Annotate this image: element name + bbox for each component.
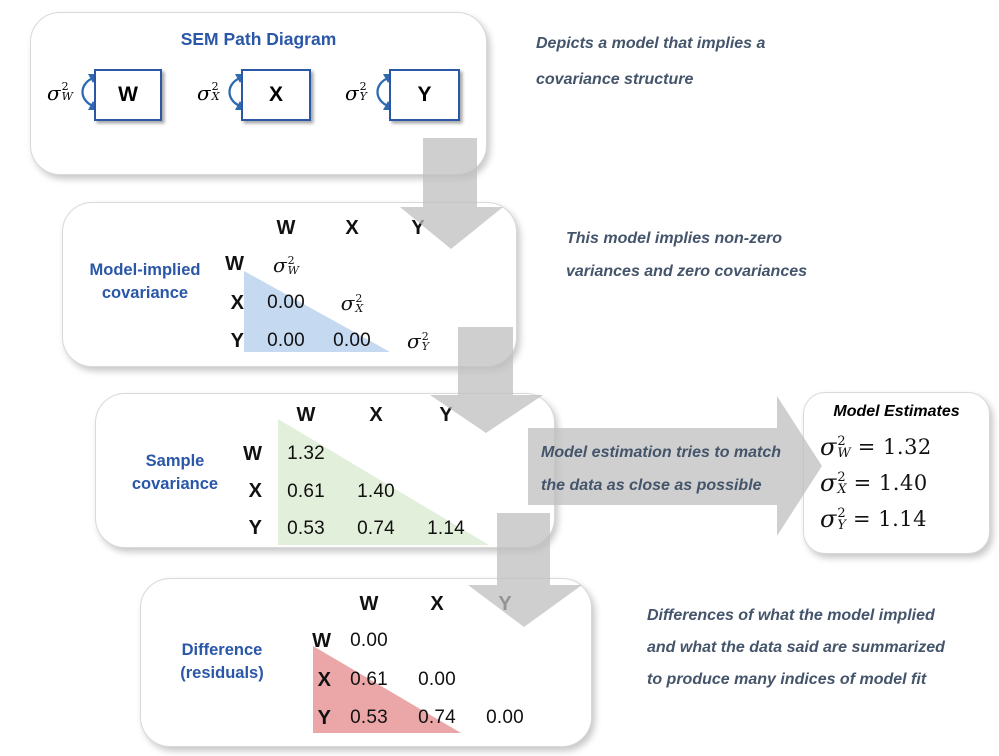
row-header: Y: [230, 329, 244, 352]
sample-covariance-matrix: W X Y W 1.32 X 0.61 1.40 Y 0.53 0.74 1.1…: [223, 395, 493, 547]
difference-card: Difference (residuals) W X Y W 0.00 X 0.…: [140, 578, 592, 747]
variable-box-y: Y: [389, 69, 460, 121]
row-header: W: [312, 629, 331, 652]
col-header: X: [369, 403, 383, 426]
model-estimates-title: Model Estimates: [833, 403, 960, 420]
row-header: X: [317, 668, 331, 691]
col-header: Y: [411, 216, 425, 239]
matrix-cell: 0.74: [357, 517, 395, 539]
variable-letter: X: [268, 83, 283, 106]
annotation-estimation: Model estimation tries to match the data…: [541, 444, 782, 494]
variable-box-x: X: [241, 69, 311, 121]
col-header: X: [430, 592, 444, 615]
matrix-cell: 1.32: [287, 443, 325, 464]
variable-letter: W: [118, 83, 138, 106]
matrix-cell: 0.53: [287, 517, 325, 539]
col-header: W: [359, 592, 379, 615]
variable-box-w: W: [94, 69, 162, 121]
matrix-cell: 1.14: [427, 517, 465, 539]
matrix-cell: 0.00: [267, 330, 305, 351]
annotation-difference: Differences of what the model implied an…: [647, 607, 945, 688]
matrix-cell: 0.00: [333, 330, 371, 351]
col-header: W: [276, 216, 296, 239]
annotation-path-diagram: Depicts a model that implies a covarianc…: [536, 35, 766, 88]
col-header: Y: [498, 592, 512, 615]
matrix-cell: 0.00: [350, 630, 388, 651]
model-implied-label: Model-implied covariance: [89, 261, 201, 302]
annotation-model-implied: This model implies non-zero variances an…: [566, 230, 808, 280]
sem-path-diagram-title: SEM Path Diagram: [180, 29, 337, 49]
difference-matrix: W X Y W 0.00 X 0.61 0.00 Y 0.53 0.74 0.0…: [301, 587, 551, 742]
row-header: Y: [248, 517, 262, 539]
matrix-cell: 0.00: [418, 669, 456, 690]
sample-covariance-label: Sample covariance: [131, 452, 219, 493]
matrix-cell: 0.61: [287, 480, 325, 502]
matrix-cell: 0.74: [418, 707, 456, 728]
row-header: X: [248, 480, 262, 502]
matrix-cell: 1.40: [357, 480, 395, 502]
difference-label: Difference (residuals): [180, 641, 264, 682]
col-header: X: [345, 216, 359, 239]
row-header: Y: [317, 706, 331, 729]
matrix-cell: 0.53: [350, 707, 388, 728]
variable-letter: Y: [417, 83, 432, 106]
col-header: Y: [439, 403, 453, 426]
row-header: X: [230, 291, 244, 314]
row-header: W: [243, 442, 262, 465]
matrix-cell: 0.00: [486, 707, 524, 728]
col-header: W: [296, 403, 316, 426]
matrix-cell: 0.00: [267, 292, 305, 313]
sample-covariance-card: Sample covariance W X Y W 1.32 X 0.61 1.…: [95, 393, 555, 548]
row-header: W: [225, 253, 244, 275]
matrix-cell: 0.61: [350, 669, 388, 690]
